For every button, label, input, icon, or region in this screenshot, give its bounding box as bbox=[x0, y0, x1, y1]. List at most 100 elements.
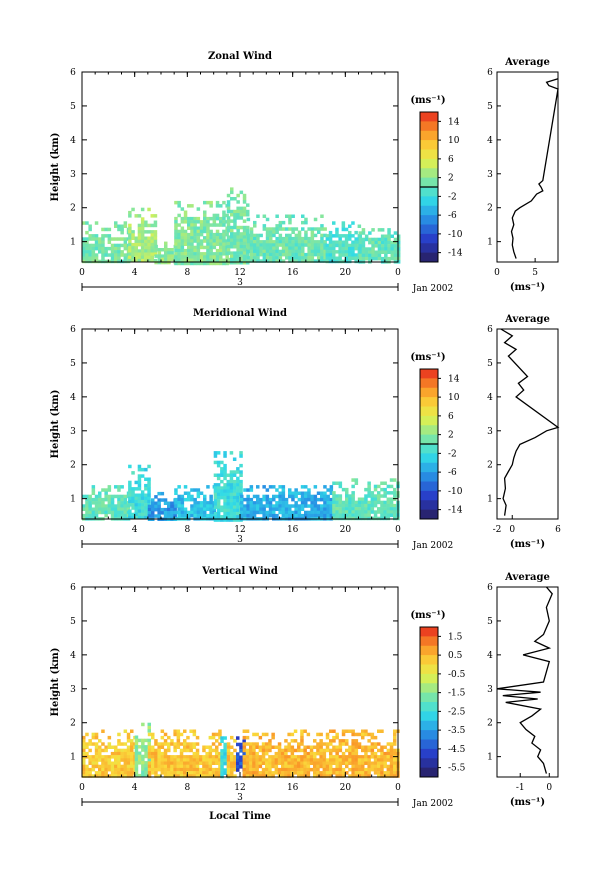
colorbar-tick-label: -14 bbox=[448, 249, 463, 259]
heatmap-cell bbox=[101, 510, 105, 515]
heatmap-cell bbox=[329, 497, 334, 502]
heatmap-cell bbox=[328, 234, 333, 238]
heatmap-cell bbox=[328, 259, 333, 264]
heatmap-cell bbox=[332, 243, 336, 248]
heatmap-cell bbox=[268, 771, 272, 775]
heatmap-cell bbox=[300, 732, 304, 737]
heatmap-cell bbox=[393, 256, 398, 261]
heatmap-cell bbox=[126, 764, 131, 769]
heatmap-cell bbox=[239, 470, 243, 474]
heatmap-cell bbox=[370, 732, 375, 737]
heatmap-cell bbox=[144, 745, 148, 749]
heatmap-cell bbox=[215, 758, 219, 762]
heatmap-cell bbox=[107, 761, 112, 765]
colorbar-segment bbox=[420, 369, 438, 379]
heatmap-cell bbox=[85, 507, 89, 511]
heatmap-cell bbox=[243, 513, 247, 518]
heatmap-cell bbox=[123, 246, 128, 251]
heatmap-cell bbox=[380, 244, 385, 248]
heatmap-cell bbox=[281, 501, 286, 505]
heatmap-cell bbox=[131, 255, 135, 260]
heatmap-cell bbox=[82, 748, 86, 753]
heatmap-cell bbox=[131, 512, 135, 517]
heatmap-cell bbox=[306, 774, 311, 778]
heatmap-cell bbox=[303, 774, 307, 778]
heatmap-cell bbox=[157, 751, 161, 756]
heatmap-cell bbox=[232, 489, 237, 493]
heatmap-cell bbox=[212, 261, 217, 266]
heatmap-cell bbox=[211, 767, 216, 772]
heatmap-cell bbox=[358, 250, 362, 254]
heatmap-cell bbox=[332, 761, 336, 765]
heatmap-cell bbox=[211, 755, 216, 759]
heatmap-cell bbox=[252, 742, 256, 746]
heatmap-cell bbox=[209, 507, 213, 511]
heatmap-cell bbox=[323, 504, 327, 508]
heatmap-cell bbox=[380, 751, 384, 756]
heatmap-cell bbox=[361, 771, 365, 775]
heatmap-cell bbox=[141, 761, 145, 765]
y-tick-label: 4 bbox=[70, 393, 76, 403]
heatmap-cell bbox=[140, 233, 145, 237]
average-profile-line bbox=[510, 78, 559, 259]
heatmap-cell bbox=[206, 223, 210, 227]
heatmap-cell bbox=[252, 510, 257, 515]
heatmap-cell bbox=[190, 232, 194, 237]
heatmap-cell bbox=[351, 513, 355, 517]
heatmap-cell bbox=[259, 259, 263, 263]
heatmap-cell bbox=[323, 233, 327, 238]
heatmap-cell bbox=[259, 497, 263, 502]
heatmap-cell bbox=[154, 739, 158, 743]
heatmap-cell bbox=[335, 771, 339, 775]
heatmap-cell bbox=[317, 240, 321, 244]
heatmap-cell bbox=[285, 236, 289, 241]
heatmap-cell bbox=[226, 505, 230, 509]
heatmap-cell bbox=[371, 228, 375, 232]
heatmap-cell bbox=[361, 497, 365, 501]
heatmap-cell bbox=[354, 240, 358, 244]
heatmap-cell bbox=[389, 761, 394, 765]
heatmap-cell bbox=[239, 451, 243, 455]
heatmap-cell bbox=[252, 758, 256, 762]
heatmap-cell bbox=[163, 511, 168, 515]
heatmap-cell bbox=[176, 742, 181, 746]
heatmap-cell bbox=[313, 764, 317, 769]
heatmap-cell bbox=[242, 742, 247, 746]
heatmap-cell bbox=[213, 483, 218, 487]
heatmap-cell bbox=[265, 256, 270, 260]
heatmap-cell bbox=[239, 248, 244, 252]
heatmap-cell bbox=[249, 761, 253, 765]
heatmap-cell bbox=[134, 751, 139, 755]
heatmap-cell bbox=[310, 504, 314, 508]
heatmap-cell bbox=[137, 757, 142, 762]
heatmap-cell bbox=[94, 246, 99, 251]
heatmap-cell bbox=[179, 767, 184, 772]
heatmap-cell bbox=[387, 228, 391, 232]
heatmap-cell bbox=[157, 767, 161, 772]
heatmap-cell bbox=[325, 237, 330, 241]
heatmap-cell bbox=[223, 463, 227, 468]
heatmap-cell bbox=[128, 487, 132, 491]
heatmap-cell bbox=[101, 755, 105, 759]
heatmap-cell bbox=[110, 243, 115, 248]
heatmap-cell bbox=[256, 485, 260, 489]
heatmap-cell bbox=[328, 237, 333, 241]
heatmap-cell bbox=[222, 236, 226, 240]
heatmap-cell bbox=[313, 758, 317, 762]
heatmap-cell bbox=[301, 259, 305, 263]
heatmap-cell bbox=[393, 247, 398, 251]
heatmap-cell bbox=[173, 771, 177, 775]
heatmap-cell bbox=[230, 745, 234, 749]
heatmap-cell bbox=[345, 758, 349, 762]
heatmap-cell bbox=[160, 729, 165, 733]
heatmap-cell bbox=[183, 261, 188, 266]
heatmap-cell bbox=[174, 491, 178, 495]
heatmap-cell bbox=[309, 767, 314, 772]
heatmap-cell bbox=[332, 491, 336, 495]
heatmap-cell bbox=[373, 742, 378, 746]
colorbar-segment bbox=[420, 453, 438, 464]
heatmap-cell bbox=[252, 507, 257, 511]
heatmap-cell bbox=[245, 748, 250, 753]
heatmap-cell bbox=[348, 494, 352, 498]
heatmap-cell bbox=[300, 764, 304, 769]
